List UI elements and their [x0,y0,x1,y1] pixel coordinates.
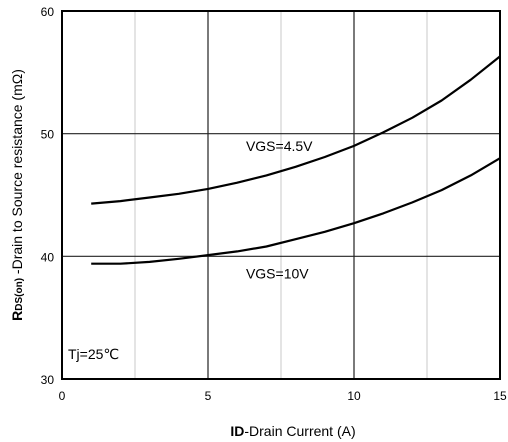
x-axis-title-bold: ID [230,423,244,439]
y-axis-title-subscript: DS(on) [14,278,25,311]
x-tick-label: 10 [347,389,361,403]
grid-lines [62,11,500,379]
temperature-annotation: Tj=25℃ [68,346,119,362]
y-tick-label: 50 [41,128,55,142]
y-tick-label: 60 [41,5,55,19]
series-line-0 [91,55,501,205]
x-tick-label: 5 [205,389,212,403]
series-label-vgs-10v: VGS=10V [246,265,309,281]
plot-frame [61,10,501,380]
series-line-1 [91,157,501,265]
series-layer [91,55,501,265]
x-tick-label: 0 [59,389,66,403]
tick-labels: 0 5 10 15 30 40 50 60 [41,5,507,403]
y-axis-title: RDS(on) -Drain to Source resistance (mΩ) [9,69,25,321]
y-axis-title-rest: -Drain to Source resistance (mΩ) [9,69,25,278]
x-tick-label: 15 [493,389,507,403]
y-tick-label: 40 [41,250,55,264]
y-tick-label: 30 [41,373,55,387]
x-axis-title-rest: -Drain Current (A) [244,423,355,439]
series-label-vgs-4-5v: VGS=4.5V [246,138,313,154]
y-axis-title-bold: R [9,311,25,321]
x-axis-title: ID-Drain Current (A) [230,423,355,439]
